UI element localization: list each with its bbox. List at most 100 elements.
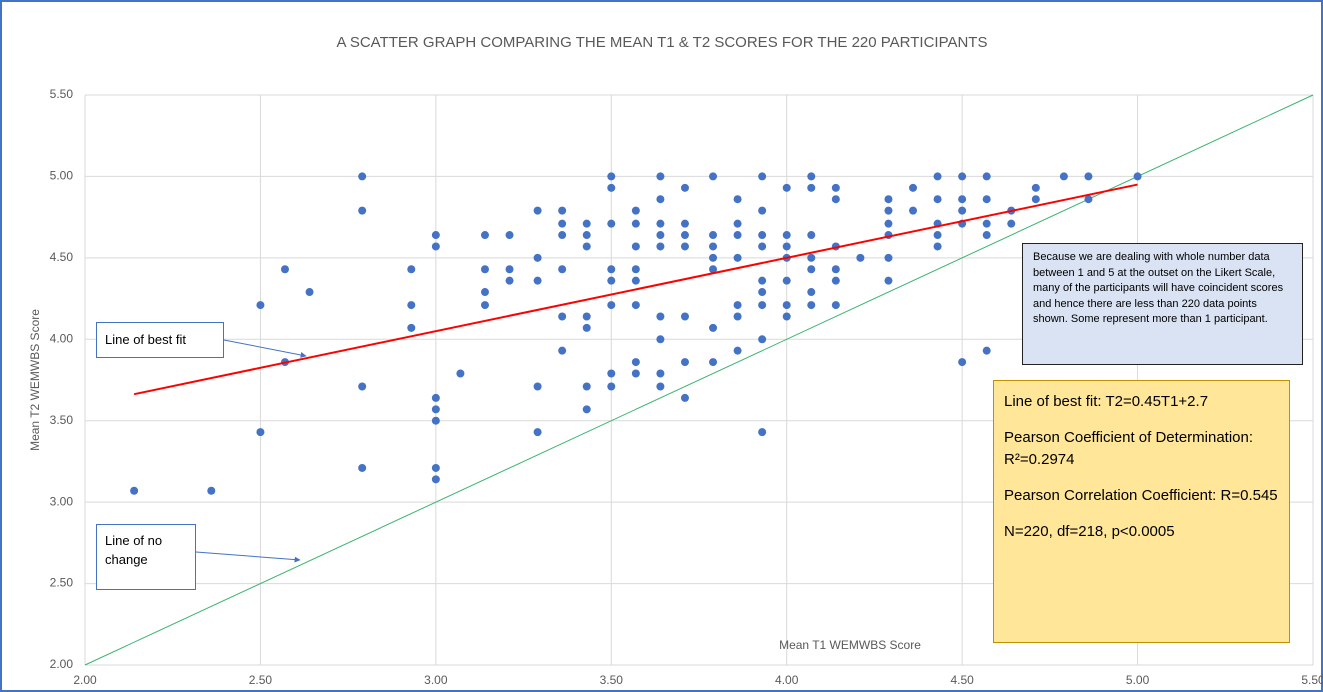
point [933, 242, 942, 251]
y-tick-label: 3.50 [50, 413, 74, 427]
point [733, 195, 742, 204]
point [733, 312, 742, 321]
point [680, 231, 689, 240]
point [680, 242, 689, 251]
point [631, 219, 640, 228]
point [358, 463, 367, 472]
point [631, 206, 640, 215]
point [958, 195, 967, 204]
point [582, 312, 591, 321]
point [933, 172, 942, 181]
point [831, 301, 840, 310]
point [431, 463, 440, 472]
point [480, 231, 489, 240]
point [807, 172, 816, 181]
point [709, 172, 718, 181]
point [607, 172, 616, 181]
y-tick-label: 4.00 [50, 331, 74, 345]
point [680, 219, 689, 228]
point [982, 172, 991, 181]
point [431, 416, 440, 425]
point [582, 219, 591, 228]
point [631, 369, 640, 378]
point [680, 312, 689, 321]
point [709, 242, 718, 251]
point [656, 172, 665, 181]
point [758, 276, 767, 285]
point [558, 312, 567, 321]
point [505, 276, 514, 285]
point [631, 242, 640, 251]
point [533, 253, 542, 262]
stats-box: Line of best fit: T2=0.45T1+2.7 Pearson C… [993, 380, 1290, 643]
x-axis-label: Mean T1 WEMWBS Score [779, 638, 921, 652]
point [256, 301, 265, 310]
y-tick-label: 2.00 [50, 657, 74, 671]
point [958, 358, 967, 367]
point [733, 219, 742, 228]
point [884, 276, 893, 285]
point [607, 183, 616, 192]
point [607, 301, 616, 310]
point [407, 301, 416, 310]
y-axis-label: Mean T2 WEMWBS Score [28, 309, 42, 451]
point [582, 231, 591, 240]
point [782, 242, 791, 251]
y-tick-label: 4.50 [50, 250, 74, 264]
point [480, 288, 489, 297]
y-tick-label: 2.50 [50, 576, 74, 590]
point [782, 312, 791, 321]
point [680, 393, 689, 402]
point [607, 382, 616, 391]
point [358, 206, 367, 215]
point [782, 276, 791, 285]
stat-line: Pearson Coefficient of Determination: R²… [1004, 429, 1254, 468]
point [1084, 195, 1093, 204]
point [1031, 195, 1040, 204]
point [982, 195, 991, 204]
point [758, 242, 767, 251]
point [782, 231, 791, 240]
point [807, 301, 816, 310]
point [533, 428, 542, 437]
x-tick-label: 3.50 [600, 673, 624, 687]
point [656, 242, 665, 251]
point [407, 265, 416, 274]
point [733, 346, 742, 355]
point [533, 206, 542, 215]
point [909, 206, 918, 215]
point [831, 183, 840, 192]
stat-line: N=220, df=218, p<0.0005 [1004, 523, 1175, 540]
point [807, 183, 816, 192]
annotation: Line of no change [96, 524, 196, 590]
point [709, 253, 718, 262]
annotation: Line of best fit [96, 322, 224, 358]
point [758, 288, 767, 297]
point [733, 253, 742, 262]
point [709, 323, 718, 332]
point [1031, 183, 1040, 192]
point [680, 358, 689, 367]
y-tick-label: 3.00 [50, 494, 74, 508]
point [758, 301, 767, 310]
y-tick-label: 5.00 [50, 169, 74, 183]
point [709, 265, 718, 274]
x-tick-label: 2.00 [73, 673, 97, 687]
point [582, 323, 591, 332]
point [505, 265, 514, 274]
arrow [195, 551, 301, 563]
point [884, 195, 893, 204]
point [407, 323, 416, 332]
point [807, 265, 816, 274]
point [431, 231, 440, 240]
point [656, 219, 665, 228]
point [782, 183, 791, 192]
point [807, 253, 816, 262]
point [607, 219, 616, 228]
point [758, 231, 767, 240]
point [1059, 172, 1068, 181]
point [358, 172, 367, 181]
point [884, 253, 893, 262]
point [958, 206, 967, 215]
point [207, 486, 216, 495]
